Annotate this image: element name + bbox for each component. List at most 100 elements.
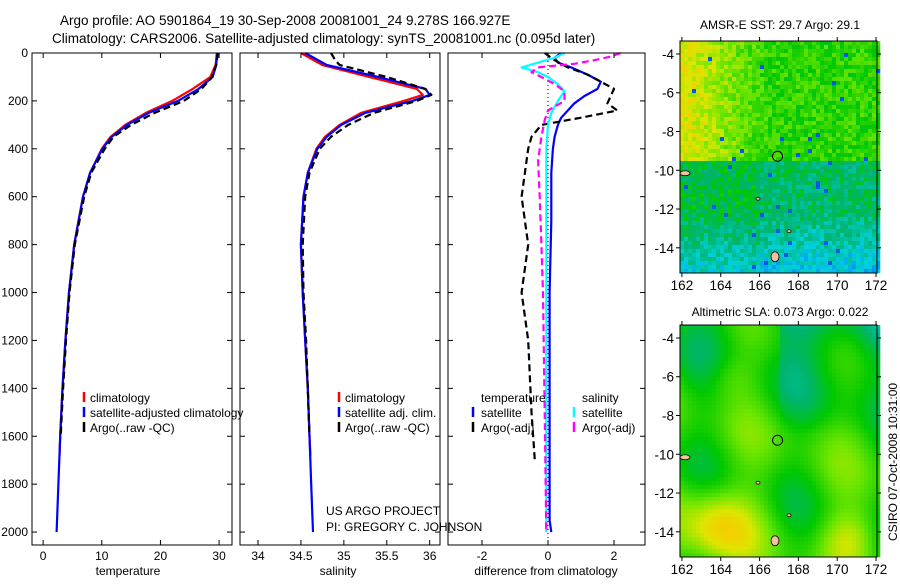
heatmap-cell [812, 197, 816, 201]
heatmap-cell [724, 465, 728, 469]
heatmap-cell [856, 377, 860, 381]
heatmap-cell [700, 389, 704, 393]
heatmap-cell [844, 213, 848, 217]
heatmap-cell [848, 121, 852, 125]
heatmap-cell [704, 145, 708, 149]
heatmap-cell [824, 49, 828, 53]
heatmap-cell [684, 349, 688, 353]
heatmap-cell [716, 213, 720, 217]
heatmap-cell [864, 125, 868, 129]
heatmap-cell [860, 465, 864, 469]
heatmap-cell [864, 129, 868, 133]
heatmap-cell [792, 397, 796, 401]
heatmap-cell [776, 41, 780, 45]
heatmap-cell [764, 109, 768, 113]
heatmap-cell [680, 101, 684, 105]
heatmap-cell [800, 193, 804, 197]
heatmap-cell [760, 469, 764, 473]
heatmap-cell [768, 181, 772, 185]
heatmap-cell [776, 245, 780, 249]
heatmap-cell [716, 325, 720, 329]
heatmap-cell [752, 189, 756, 193]
heatmap-cell [824, 221, 828, 225]
heatmap-cell [700, 109, 704, 113]
heatmap-cell [808, 465, 812, 469]
heatmap-cell [784, 441, 788, 445]
heatmap-cell [804, 357, 808, 361]
heatmap-cell [820, 69, 824, 73]
heatmap-cell [752, 209, 756, 213]
heatmap-cell [816, 221, 820, 225]
heatmap-cell [780, 101, 784, 105]
heatmap-cell [752, 449, 756, 453]
heatmap-cell [812, 225, 816, 229]
heatmap-cell [748, 437, 752, 441]
heatmap-cell [792, 173, 796, 177]
heatmap-cell [852, 245, 856, 249]
heatmap-cell [792, 389, 796, 393]
heatmap-cell [840, 373, 844, 377]
heatmap-cell [840, 233, 844, 237]
heatmap-cell [776, 449, 780, 453]
heatmap-cell [776, 405, 780, 409]
heatmap-cell [812, 113, 816, 117]
heatmap-cell [692, 93, 696, 97]
heatmap-cell [688, 165, 692, 169]
heatmap-cell [820, 125, 824, 129]
heatmap-cell [768, 329, 772, 333]
heatmap-cell [736, 437, 740, 441]
heatmap-cell [776, 437, 780, 441]
heatmap-cell [740, 365, 744, 369]
heatmap-cell [832, 373, 836, 377]
heatmap-cell [812, 217, 816, 221]
heatmap-cell [700, 165, 704, 169]
heatmap-cell [720, 229, 724, 233]
heatmap-cell [784, 125, 788, 129]
heatmap-cell [768, 217, 772, 221]
heatmap-cell [712, 217, 716, 221]
heatmap-cell [868, 441, 872, 445]
heatmap-cell [780, 205, 784, 209]
heatmap-cell [752, 421, 756, 425]
heatmap-cell [696, 213, 700, 217]
heatmap-cell [824, 193, 828, 197]
heatmap-cell [680, 449, 684, 453]
heatmap-cell [756, 365, 760, 369]
heatmap-cell [844, 205, 848, 209]
heatmap-cell [820, 329, 824, 333]
heatmap-cell [836, 409, 840, 413]
heatmap-cell [692, 329, 696, 333]
heatmap-cell [720, 445, 724, 449]
heatmap-cell [840, 221, 844, 225]
heatmap-cell [740, 373, 744, 377]
heatmap-cell [700, 405, 704, 409]
heatmap-cell [772, 349, 776, 353]
heatmap-cell [848, 353, 852, 357]
heatmap-cell [808, 461, 812, 465]
heatmap-cell [768, 369, 772, 373]
heatmap-cell [760, 237, 764, 241]
heatmap-cell [700, 221, 704, 225]
heatmap-cell [780, 353, 784, 357]
heatmap-cell [808, 245, 812, 249]
heatmap-cell [804, 205, 808, 209]
heatmap-cell [700, 357, 704, 361]
heatmap-cell [748, 397, 752, 401]
heatmap-cell [684, 97, 688, 101]
heatmap-cell [848, 49, 852, 53]
heatmap-cell [784, 49, 788, 53]
heatmap-cell [720, 149, 724, 153]
heatmap-cell [872, 337, 876, 341]
heatmap-cell [720, 441, 724, 445]
heatmap-cell [820, 221, 824, 225]
heatmap-cell [788, 265, 792, 269]
heatmap-cell [684, 165, 688, 169]
heatmap-cell [752, 185, 756, 189]
heatmap-cell [788, 169, 792, 173]
heatmap-cell [812, 41, 816, 45]
heatmap-cell [712, 385, 716, 389]
heatmap-cell [756, 141, 760, 145]
heatmap-cell [732, 153, 736, 157]
heatmap-cell [696, 57, 700, 61]
heatmap-cell [832, 165, 836, 169]
